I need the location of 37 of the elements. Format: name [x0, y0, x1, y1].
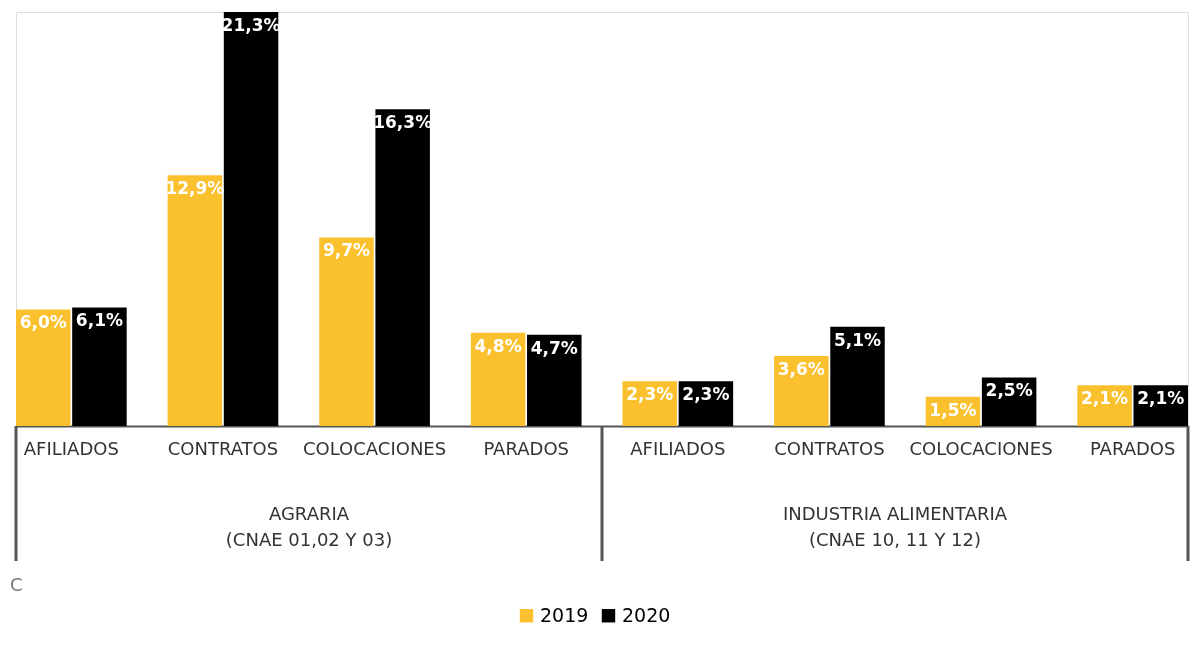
data-label: 5,1% [833, 329, 882, 350]
bar [470, 332, 526, 426]
x-tick-label: COLOCACIONES [909, 437, 1053, 459]
text: INDUSTRIA ALIMENTARIA (CNAE 10, 11 Y 12) [782, 503, 1008, 550]
bar [375, 109, 430, 426]
x-tick-label: PARADOS [483, 437, 569, 459]
data-label: 6,0% [19, 312, 67, 333]
x-tick-label: COLOCACIONES [302, 437, 447, 459]
data-label: 2,1% [1137, 388, 1185, 409]
text: AGRARIA (CNAE 01,02 Y 03) [225, 503, 393, 550]
bar [830, 326, 885, 426]
data-label: 16,3% [373, 112, 433, 133]
data-label: 2,3% [626, 384, 674, 405]
bar [774, 356, 829, 426]
data-label: 9,7% [322, 240, 371, 261]
data-label: 3,6% [777, 359, 825, 380]
x-tick-label: AFILIADOS [23, 437, 119, 459]
bar [16, 309, 71, 426]
x-tick-label: PARADOS [1089, 437, 1176, 459]
legend-label: 2020 [622, 603, 671, 626]
x-tick-label: CONTRATOS [167, 437, 279, 459]
bar [527, 334, 582, 426]
legend-label: 2019 [540, 603, 589, 626]
data-label: 4,8% [474, 335, 522, 356]
data-label: 4,7% [530, 337, 578, 358]
bar [72, 307, 127, 426]
bar [223, 12, 279, 426]
x-tick-label: AFILIADOS [630, 437, 726, 459]
text: C [10, 574, 23, 595]
data-label: 2,5% [985, 380, 1033, 401]
data-label: 1,5% [929, 399, 977, 420]
bar [319, 237, 374, 426]
data-label: 2,3% [682, 384, 730, 405]
bar [167, 175, 223, 426]
x-tick-label: CONTRATOS [774, 437, 885, 459]
data-label: 2,1% [1080, 388, 1129, 409]
data-label: 6,1% [75, 310, 124, 331]
